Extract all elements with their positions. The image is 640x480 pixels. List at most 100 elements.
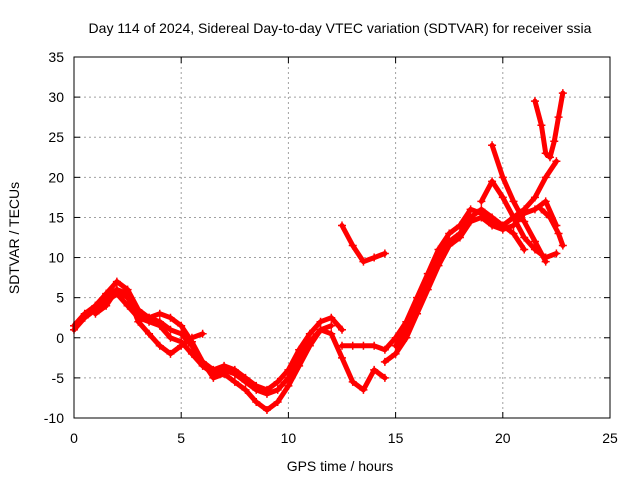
data-point	[198, 357, 207, 366]
data-point	[477, 205, 486, 214]
data-point	[541, 149, 550, 158]
series-line	[339, 223, 388, 265]
data-point	[295, 361, 304, 370]
data-point	[241, 385, 250, 394]
data-point	[316, 325, 325, 334]
y-tick-label: 5	[56, 290, 64, 306]
data-point	[177, 321, 186, 330]
series-track-4	[91, 285, 207, 358]
data-point	[123, 289, 132, 298]
data-point	[338, 221, 346, 230]
data-point	[166, 333, 175, 342]
data-point	[466, 213, 475, 222]
data-point	[530, 245, 539, 254]
data-point	[509, 213, 518, 222]
data-point	[370, 341, 379, 350]
data-point	[112, 285, 121, 294]
data-point	[488, 141, 497, 150]
series-track-12	[537, 205, 567, 250]
y-tick-label: 35	[48, 49, 64, 65]
series-track-7	[380, 197, 561, 366]
data-point	[241, 377, 250, 386]
data-point	[252, 397, 261, 406]
data-point	[348, 377, 357, 386]
series-track-3	[91, 277, 389, 414]
data-point	[166, 313, 175, 322]
data-point	[552, 157, 561, 166]
y-tick-label: 20	[48, 169, 64, 185]
x-tick-label: 25	[602, 430, 618, 446]
data-point	[327, 329, 336, 338]
data-point	[554, 113, 563, 122]
data-point	[509, 197, 518, 206]
data-point	[380, 357, 389, 366]
data-point	[155, 309, 164, 318]
data-point	[102, 301, 111, 310]
data-point	[359, 341, 368, 350]
x-tick-label: 15	[388, 430, 404, 446]
data-point	[455, 229, 464, 238]
data-point	[91, 301, 100, 310]
y-axis-label: SDTVAR / TECUs	[6, 182, 22, 294]
y-tick-label: 25	[48, 129, 64, 145]
data-point	[520, 245, 529, 254]
data-point	[359, 257, 368, 266]
data-point	[445, 237, 454, 246]
data-point	[558, 89, 567, 98]
data-point	[370, 365, 379, 374]
series-line	[489, 142, 549, 265]
data-point	[434, 253, 443, 262]
y-tick-label: 30	[48, 89, 64, 105]
data-point	[445, 229, 454, 238]
data-point	[187, 333, 196, 342]
series-track-10	[477, 177, 561, 262]
data-point	[498, 173, 507, 182]
data-point	[145, 313, 154, 322]
data-point	[498, 193, 507, 202]
x-tick-label: 0	[70, 430, 78, 446]
x-tick-label: 20	[495, 430, 511, 446]
data-point	[552, 249, 561, 258]
data-point	[198, 329, 207, 338]
y-tick-label: 15	[48, 209, 64, 225]
data-point	[305, 329, 314, 338]
data-point	[530, 193, 539, 202]
data-point	[537, 121, 546, 130]
data-point	[488, 213, 497, 222]
data-point	[541, 253, 550, 262]
series-line	[538, 206, 566, 248]
y-tick-label: -5	[52, 370, 65, 386]
x-tick-label: 5	[177, 430, 185, 446]
data-point	[530, 97, 539, 106]
data-point	[498, 221, 507, 230]
data-point	[537, 205, 546, 214]
data-point	[338, 353, 346, 362]
data-point	[177, 341, 186, 350]
data-point	[273, 385, 282, 394]
x-tick-label: 10	[281, 430, 297, 446]
series-track-11	[530, 89, 567, 162]
data-point	[348, 241, 357, 250]
data-point	[305, 341, 314, 350]
data-point	[327, 321, 336, 330]
data-point	[541, 173, 550, 182]
data-point	[327, 313, 336, 322]
plot-frame	[73, 56, 611, 419]
data-point	[91, 309, 100, 318]
data-point	[509, 229, 518, 238]
data-point	[545, 213, 554, 222]
data-point	[262, 405, 271, 414]
series-track-5	[338, 221, 389, 266]
data-point	[273, 397, 282, 406]
data-point	[520, 217, 529, 226]
data-point	[541, 197, 550, 206]
data-point	[230, 369, 239, 378]
data-point	[488, 221, 497, 230]
data-point	[413, 301, 422, 310]
y-tick-label: -10	[44, 410, 64, 426]
data-point	[273, 377, 282, 386]
data-point	[402, 325, 411, 334]
data-point	[380, 249, 389, 258]
data-point	[488, 177, 497, 186]
